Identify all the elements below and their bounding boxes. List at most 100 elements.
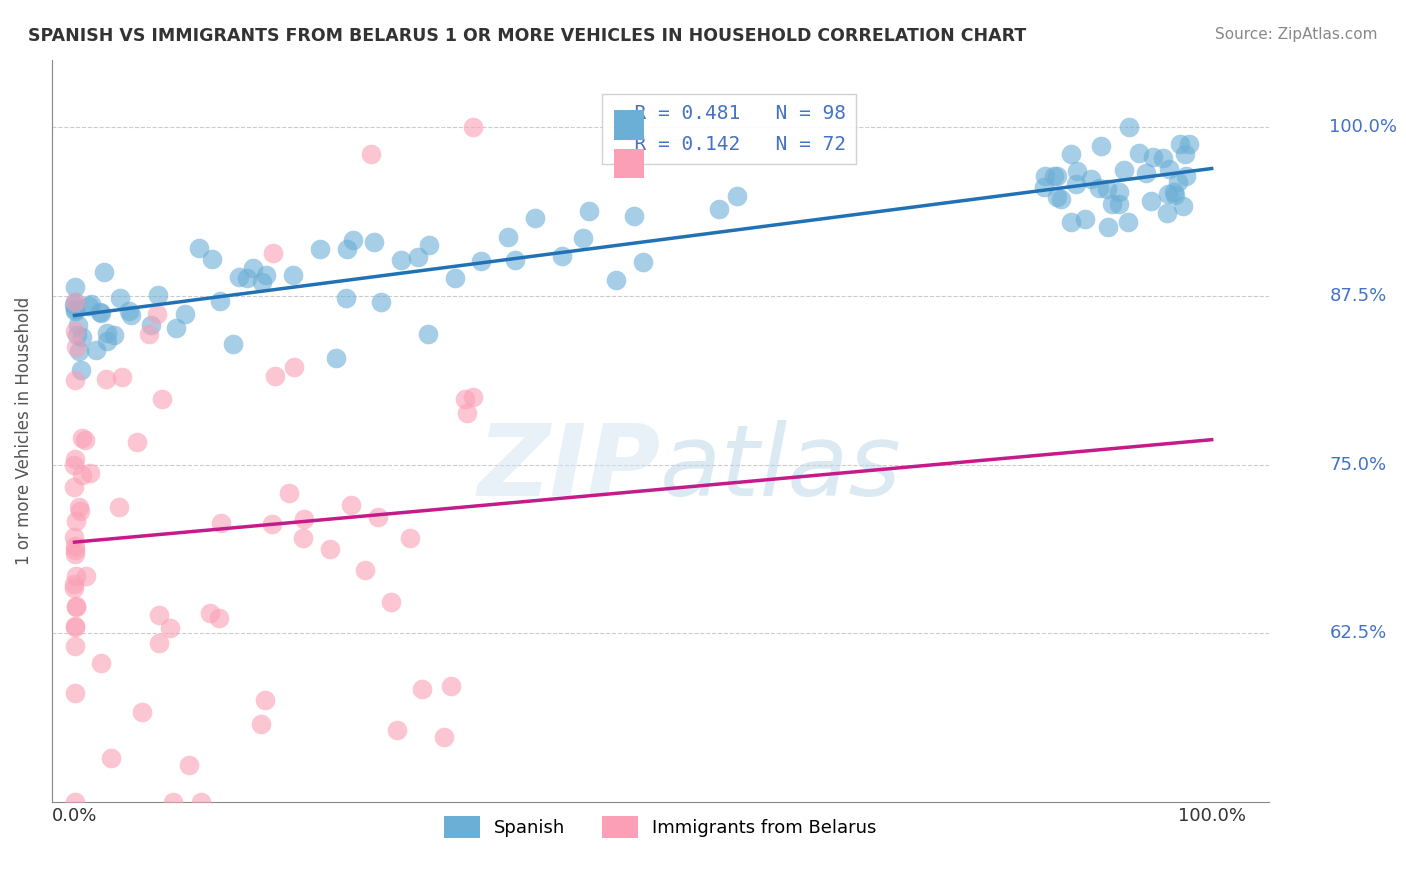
Spanish xyxy=(1074,211,1097,226)
Immigrants from Belarus xyxy=(367,510,389,524)
Text: 62.5%: 62.5% xyxy=(1329,624,1386,642)
Spanish xyxy=(1168,136,1191,151)
Spanish xyxy=(118,304,141,318)
Immigrants from Belarus xyxy=(354,563,377,577)
Immigrants from Belarus xyxy=(262,246,284,260)
Immigrants from Belarus xyxy=(63,452,86,467)
Immigrants from Belarus xyxy=(63,686,86,700)
Spanish xyxy=(86,343,108,358)
Spanish xyxy=(66,318,89,333)
Spanish xyxy=(187,241,209,255)
Immigrants from Belarus xyxy=(127,434,149,449)
Immigrants from Belarus xyxy=(146,307,169,321)
Immigrants from Belarus xyxy=(94,372,117,386)
Immigrants from Belarus xyxy=(380,595,402,609)
Immigrants from Belarus xyxy=(63,581,86,595)
Spanish xyxy=(325,351,347,365)
Spanish xyxy=(551,249,574,263)
Immigrants from Belarus xyxy=(177,757,200,772)
Spanish xyxy=(69,363,91,377)
Immigrants from Belarus xyxy=(292,531,315,545)
Spanish xyxy=(363,235,385,250)
Immigrants from Belarus xyxy=(63,540,86,554)
Spanish xyxy=(524,211,547,226)
Spanish xyxy=(408,250,430,264)
Immigrants from Belarus xyxy=(454,392,477,406)
Spanish xyxy=(1140,194,1163,208)
Spanish xyxy=(1128,145,1150,160)
Spanish xyxy=(1152,151,1174,165)
Spanish xyxy=(1033,169,1056,183)
Immigrants from Belarus xyxy=(277,486,299,500)
Immigrants from Belarus xyxy=(79,466,101,480)
Immigrants from Belarus xyxy=(319,542,342,557)
Immigrants from Belarus xyxy=(148,636,170,650)
Immigrants from Belarus xyxy=(63,795,86,809)
Spanish xyxy=(1108,196,1130,211)
Spanish xyxy=(120,308,142,322)
Immigrants from Belarus xyxy=(292,512,315,526)
Spanish xyxy=(108,291,131,305)
Spanish xyxy=(63,298,86,312)
Spanish xyxy=(1095,182,1118,196)
Spanish xyxy=(70,330,93,344)
Text: 100.0%: 100.0% xyxy=(1329,118,1398,136)
Immigrants from Belarus xyxy=(63,547,86,561)
Spanish xyxy=(77,299,100,313)
Text: 75.0%: 75.0% xyxy=(1329,456,1386,474)
Spanish xyxy=(1046,169,1069,183)
Spanish xyxy=(103,328,125,343)
Immigrants from Belarus xyxy=(159,621,181,635)
Immigrants from Belarus xyxy=(190,795,212,809)
Spanish xyxy=(250,275,273,289)
Spanish xyxy=(1043,169,1066,183)
Spanish xyxy=(1090,139,1112,153)
Spanish xyxy=(139,318,162,332)
Spanish xyxy=(1142,150,1164,164)
Immigrants from Belarus xyxy=(65,514,87,528)
Immigrants from Belarus xyxy=(398,531,420,545)
Immigrants from Belarus xyxy=(148,607,170,622)
Immigrants from Belarus xyxy=(208,611,231,625)
Spanish xyxy=(63,279,86,293)
Spanish xyxy=(1167,175,1189,189)
Spanish xyxy=(208,294,231,309)
Immigrants from Belarus xyxy=(162,795,184,809)
Spanish xyxy=(148,288,170,302)
Spanish xyxy=(370,295,392,310)
Spanish xyxy=(416,327,439,342)
Immigrants from Belarus xyxy=(63,531,86,545)
Spanish xyxy=(1177,136,1199,151)
Immigrants from Belarus xyxy=(90,657,112,671)
Text: R = 0.481   N = 98
  R = 0.142   N = 72: R = 0.481 N = 98 R = 0.142 N = 72 xyxy=(612,104,846,154)
Immigrants from Belarus xyxy=(108,500,131,514)
Immigrants from Belarus xyxy=(69,504,91,518)
Text: Source: ZipAtlas.com: Source: ZipAtlas.com xyxy=(1215,27,1378,42)
Spanish xyxy=(498,230,520,244)
Spanish xyxy=(1171,199,1194,213)
Immigrants from Belarus xyxy=(65,568,87,582)
Spanish xyxy=(1159,162,1181,177)
Spanish xyxy=(470,254,492,268)
Spanish xyxy=(236,271,259,285)
Spanish xyxy=(578,204,600,219)
Immigrants from Belarus xyxy=(70,467,93,482)
Immigrants from Belarus xyxy=(411,681,433,696)
Spanish xyxy=(1157,186,1180,201)
Spanish xyxy=(66,328,89,343)
Spanish xyxy=(1118,120,1140,135)
Spanish xyxy=(336,243,359,257)
Immigrants from Belarus xyxy=(131,705,153,719)
Spanish xyxy=(418,238,440,252)
Spanish xyxy=(165,320,187,334)
Spanish xyxy=(631,254,654,268)
Spanish xyxy=(443,271,465,285)
Spanish xyxy=(707,202,730,217)
Spanish xyxy=(1060,146,1083,161)
Immigrants from Belarus xyxy=(63,480,86,494)
Spanish xyxy=(623,209,645,223)
Immigrants from Belarus xyxy=(63,325,86,339)
Spanish xyxy=(89,304,111,318)
Immigrants from Belarus xyxy=(65,599,87,613)
Immigrants from Belarus xyxy=(198,606,221,620)
